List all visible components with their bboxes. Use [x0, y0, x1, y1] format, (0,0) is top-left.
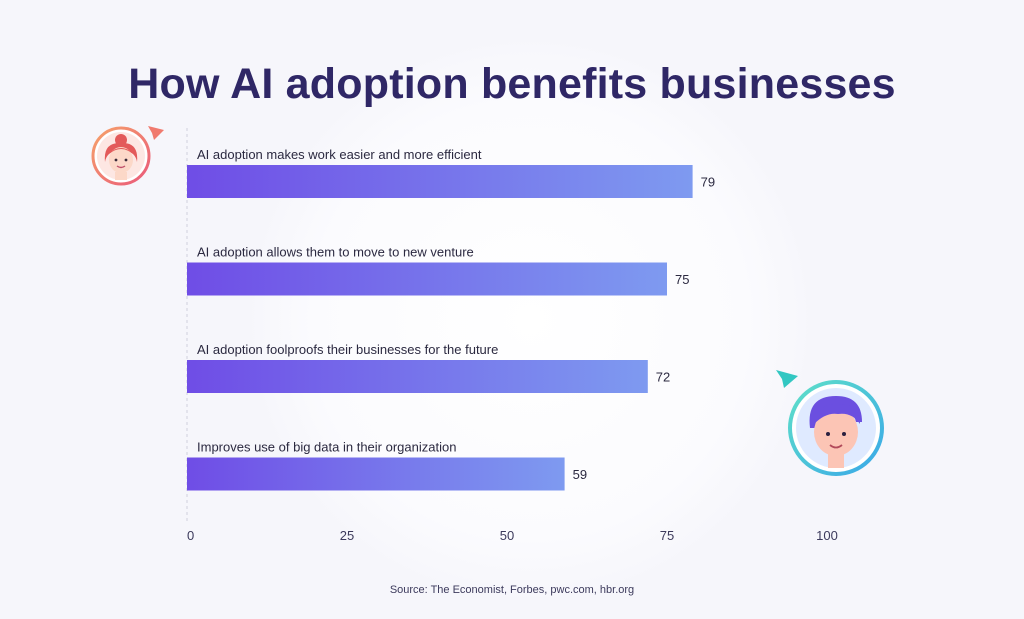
category-label: AI adoption allows them to move to new v…: [197, 245, 474, 260]
data-label: 72: [656, 370, 670, 385]
bar: [187, 165, 693, 198]
x-tick-label: 0: [187, 528, 194, 543]
category-label: AI adoption makes work easier and more e…: [197, 147, 482, 162]
source-note: Source: The Economist, Forbes, pwc.com, …: [389, 584, 635, 596]
send-arrow-icon: [148, 126, 164, 140]
category-label: Improves use of big data in their organi…: [197, 440, 456, 455]
female-avatar-icon: [91, 126, 164, 186]
bar: [187, 360, 648, 393]
category-label: AI adoption foolproofs their businesses …: [197, 342, 498, 357]
page-title: How AI adoption benefits businesses: [128, 60, 896, 108]
x-tick-label: 25: [340, 528, 354, 543]
data-label: 59: [573, 467, 587, 482]
bar: [187, 457, 565, 491]
cursor-arrow-icon: [776, 370, 798, 388]
x-tick-label: 50: [500, 528, 514, 543]
x-tick-label: 100: [816, 528, 838, 543]
data-label: 75: [675, 272, 689, 287]
male-avatar-icon: [776, 370, 884, 476]
data-label: 79: [701, 175, 715, 190]
bar: [187, 262, 667, 296]
x-tick-label: 75: [660, 528, 674, 543]
background-glow: [250, 40, 810, 600]
